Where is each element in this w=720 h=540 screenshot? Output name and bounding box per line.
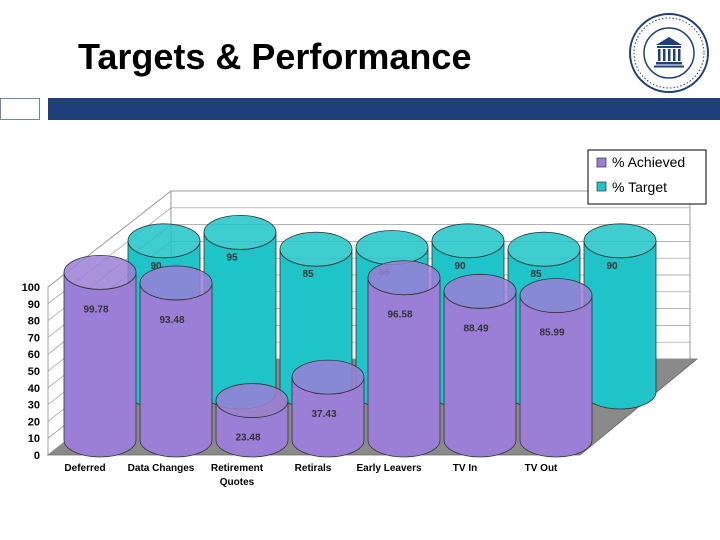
achieved-data-label: 37.43 [311,409,336,420]
target-cylinder-top [279,231,353,267]
y-tick-label: 60 [28,349,40,361]
divider-bar [48,98,720,120]
x-category-label: Quotes [220,477,255,488]
target-cylinder [583,240,657,410]
targets-performance-chart: 01020304050607080901009095858690859099.7… [0,140,720,500]
gridline [47,190,690,288]
fund-seal-logo [628,12,710,94]
x-category-label: Retirement [211,463,264,474]
target-cylinder-top [203,214,277,250]
y-tick-label: 30 [28,400,40,412]
achieved-cylinder-top [443,273,517,309]
y-tick-label: 50 [28,366,40,378]
y-tick-label: 80 [28,316,40,328]
achieved-data-label: 99.78 [83,304,108,315]
achieved-cylinder [139,282,213,458]
target-data-label: 90 [454,261,466,272]
achieved-cylinder-top [63,254,137,290]
target-data-label: 85 [302,269,314,280]
achieved-cylinder-top [215,383,289,418]
page-title: Targets & Performance [78,36,472,77]
achieved-data-label: 93.48 [159,315,184,326]
divider-box [0,98,40,120]
y-tick-label: 0 [34,450,40,462]
target-data-label: 90 [606,261,618,272]
achieved-cylinder-top [139,265,213,301]
chart-canvas: 01020304050607080901009095858690859099.7… [22,149,707,488]
target-data-label: 95 [226,252,238,263]
achieved-cylinder-top [519,278,593,313]
x-category-label: TV Out [525,463,558,474]
achieved-cylinder-top [291,359,365,395]
achieved-data-label: 88.49 [463,323,488,334]
target-data-label: 90 [150,261,162,272]
achieved-data-label: 96.58 [387,310,412,321]
chart-legend [587,149,707,205]
achieved-cylinder [367,277,441,458]
y-tick-label: 20 [28,416,40,428]
legend-label-target: % Target [612,179,667,195]
y-tick-label: 70 [28,332,40,344]
x-category-label: Retirals [295,463,332,474]
target-data-label: 85 [530,269,542,280]
achieved-cylinder [443,291,517,458]
y-tick-label: 10 [28,433,40,445]
achieved-cylinder-top [367,260,441,296]
target-cylinder-top [583,223,657,259]
target-cylinder-top [355,230,429,265]
y-tick-label: 40 [28,383,40,395]
achieved-data-label: 23.48 [235,433,260,444]
title-divider [0,98,720,120]
achieved-cylinder [63,272,137,458]
achieved-cylinder [519,295,593,458]
x-category-label: Data Changes [128,463,195,474]
legend-swatch-target [596,181,607,192]
y-tick-label: 100 [22,282,40,294]
legend-swatch-achieved [596,157,607,168]
x-category-label: Deferred [64,463,105,474]
legend-label-achieved: % Achieved [612,154,685,170]
target-cylinder [203,232,277,410]
target-cylinder-top [507,231,581,267]
target-cylinder-top [127,223,201,259]
x-category-label: Early Leavers [356,463,421,474]
y-tick-label: 90 [28,299,40,311]
x-category-label: TV In [453,463,477,474]
achieved-data-label: 85.99 [539,328,564,339]
target-cylinder-top [431,223,505,259]
